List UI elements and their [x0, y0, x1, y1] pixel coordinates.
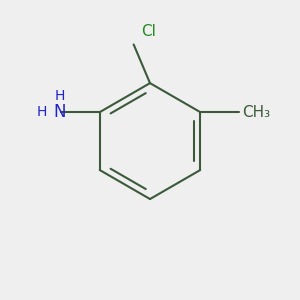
Text: H: H	[37, 105, 47, 119]
Text: H: H	[55, 89, 65, 103]
Text: N: N	[53, 103, 66, 121]
Text: CH₃: CH₃	[242, 105, 270, 120]
Text: Cl: Cl	[141, 24, 156, 39]
